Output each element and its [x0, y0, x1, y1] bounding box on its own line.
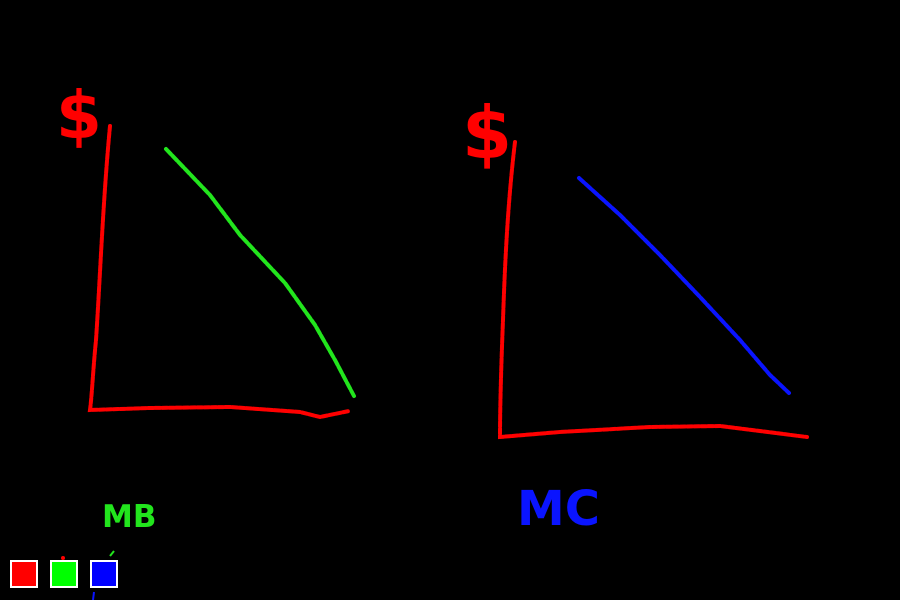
left-dollar-label: $: [56, 77, 102, 154]
mc-label: MC: [517, 481, 600, 537]
red-color-swatch[interactable]: [10, 560, 38, 588]
mb-label: MB: [102, 499, 156, 535]
stray-red-dot: [61, 556, 65, 560]
right-axes: [497, 140, 809, 440]
stray-blue-mark: [92, 591, 95, 600]
left-axes: [87, 124, 351, 420]
left-mb-curve: [164, 147, 356, 398]
left-graph: $ MB: [56, 77, 356, 535]
right-dollar-label: $: [462, 91, 512, 175]
right-graph: $ MC: [462, 91, 809, 537]
right-mc-curve: [577, 176, 791, 395]
green-color-swatch[interactable]: [50, 560, 78, 588]
stray-green-mark: [109, 550, 115, 557]
blue-color-swatch[interactable]: [90, 560, 118, 588]
